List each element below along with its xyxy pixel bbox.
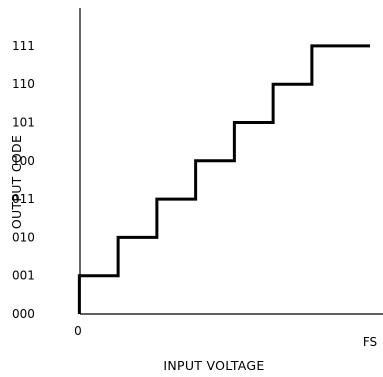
- y-tick-label: 101: [12, 116, 35, 130]
- x-tick-labels: 0 FS: [74, 324, 377, 349]
- staircase-line: [77, 44, 370, 314]
- axes: [79, 8, 383, 315]
- y-tick-label: 001: [12, 269, 35, 283]
- y-tick-labels: 000 001 010 011 100 101 110 111: [12, 39, 35, 321]
- y-tick-label: 000: [12, 307, 35, 321]
- y-tick-label: 111: [12, 39, 35, 53]
- y-tick-label: 110: [12, 77, 35, 91]
- x-axis-label: INPUT VOLTAGE: [163, 358, 264, 373]
- y-tick-label: 100: [12, 154, 35, 168]
- x-tick-label: 0: [74, 324, 82, 338]
- y-tick-label: 010: [12, 230, 35, 244]
- y-tick-label: 011: [12, 192, 35, 206]
- x-tick-label: FS: [363, 335, 377, 349]
- y-axis-label: OUTPUT CODE: [9, 135, 24, 229]
